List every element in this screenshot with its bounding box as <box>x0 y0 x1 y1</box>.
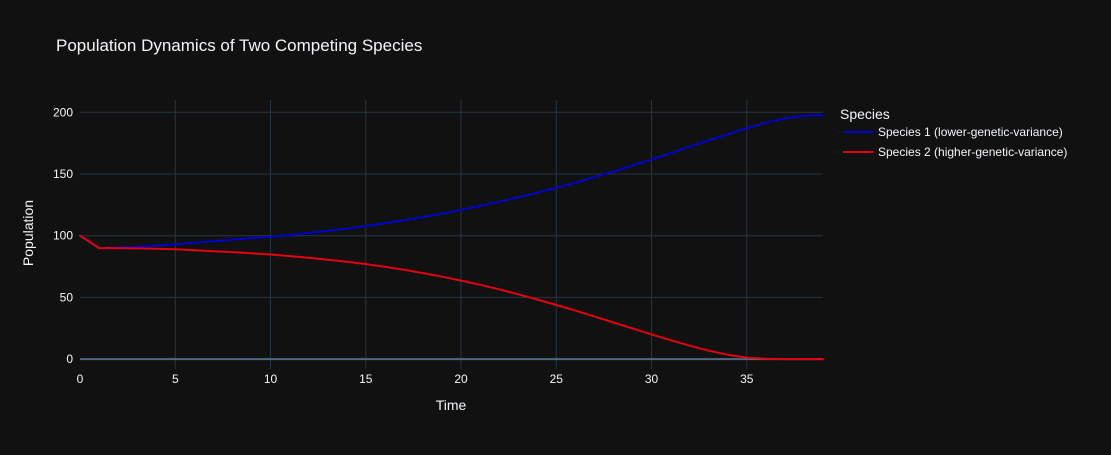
series-line-1 <box>79 114 824 250</box>
y-tick-label: 150 <box>53 167 73 181</box>
x-axis-ticks: 0 5 10 15 20 25 30 35 <box>77 372 754 386</box>
x-tick-label: 5 <box>172 372 179 386</box>
legend[interactable]: Species Species 1 (lower-genetic-varianc… <box>840 106 1067 159</box>
chart-title: Population Dynamics of Two Competing Spe… <box>56 36 422 55</box>
y-tick-label: 50 <box>60 290 74 304</box>
x-tick-label: 10 <box>264 372 278 386</box>
y-tick-label: 100 <box>53 229 73 243</box>
x-tick-label: 20 <box>454 372 468 386</box>
y-axis-ticks: 0 50 100 150 200 <box>53 105 73 366</box>
x-tick-label: 35 <box>740 372 754 386</box>
legend-item-2[interactable]: Species 2 (higher-genetic-variance) <box>843 145 1067 159</box>
series-layer <box>79 114 824 361</box>
x-tick-label: 0 <box>77 372 84 386</box>
legend-label: Species 2 (higher-genetic-variance) <box>878 145 1067 159</box>
series-line-2 <box>79 234 824 361</box>
y-tick-label: 0 <box>66 352 73 366</box>
y-axis-label: Population <box>20 200 36 266</box>
gridlines <box>80 100 823 369</box>
legend-item-1[interactable]: Species 1 (lower-genetic-variance) <box>843 125 1063 139</box>
x-tick-label: 25 <box>550 372 564 386</box>
legend-title: Species <box>840 106 890 122</box>
x-tick-label: 30 <box>645 372 659 386</box>
x-axis-label: Time <box>436 397 467 413</box>
y-tick-label: 200 <box>53 105 73 119</box>
legend-label: Species 1 (lower-genetic-variance) <box>878 125 1063 139</box>
x-tick-label: 15 <box>359 372 373 386</box>
legend-items: Species 1 (lower-genetic-variance) Specie… <box>843 125 1067 159</box>
